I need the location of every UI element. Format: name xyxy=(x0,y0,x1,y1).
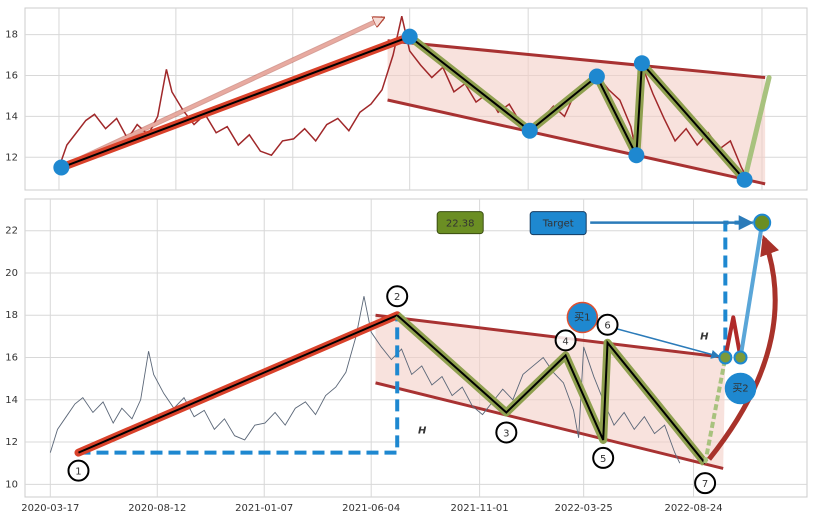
y-tick-label: 10 xyxy=(5,479,18,490)
pattern-label: 6 xyxy=(604,321,610,332)
pivot-dot xyxy=(628,147,645,164)
y-tick-label: 12 xyxy=(5,437,18,448)
pattern-label: 5 xyxy=(600,454,606,465)
buy-label: 买2 xyxy=(732,383,748,395)
channel-upper xyxy=(375,313,726,360)
target-value: 22.38 xyxy=(446,219,475,230)
pattern-label: 2 xyxy=(394,292,400,303)
pattern-marker xyxy=(694,472,717,495)
height-label: H xyxy=(418,426,427,437)
x-tick-label: 2021-01-07 xyxy=(235,503,293,514)
pattern-marker xyxy=(67,459,90,482)
y-tick-label: 20 xyxy=(5,268,18,279)
channel-upper xyxy=(387,39,766,80)
target-value-box xyxy=(436,211,484,235)
channel-lower xyxy=(375,381,724,470)
pattern-marker xyxy=(386,285,409,308)
pointer-arrow xyxy=(616,327,721,359)
price-line xyxy=(49,296,681,464)
pattern-label: 7 xyxy=(702,479,708,490)
y-tick-label: 16 xyxy=(5,353,18,364)
channel-fill xyxy=(375,315,726,469)
y-tick-label: 16 xyxy=(5,70,18,81)
zigzag-core xyxy=(396,314,706,464)
buy-label: 买1 xyxy=(574,312,590,324)
buy-point xyxy=(733,350,748,365)
pivot-dot xyxy=(401,28,418,45)
pattern-marker xyxy=(495,421,518,444)
pivot-dot xyxy=(736,171,753,188)
pivot-dot xyxy=(53,159,70,176)
y-tick-label: 12 xyxy=(5,152,18,163)
x-tick-label: 2022-08-24 xyxy=(664,503,722,514)
rise-core xyxy=(60,35,411,169)
x-tick-label: 2022-03-25 xyxy=(555,503,613,514)
target-point xyxy=(753,213,772,232)
pattern-label: 3 xyxy=(503,428,509,439)
zigzag-core xyxy=(409,35,746,181)
x-tick-label: 2020-08-12 xyxy=(128,503,186,514)
pattern-marker xyxy=(596,313,619,336)
height-label: H xyxy=(700,332,709,343)
breakout-line xyxy=(742,75,772,183)
channel-lower xyxy=(387,98,766,186)
trend-arrow-body xyxy=(60,18,382,169)
pivot-dot xyxy=(588,68,605,85)
pattern-marker xyxy=(592,446,615,469)
pattern-marker xyxy=(554,329,577,352)
projection-arrow xyxy=(707,234,780,461)
pattern-label: 1 xyxy=(75,467,81,478)
pullback-line xyxy=(723,315,743,358)
buy-badge xyxy=(566,301,599,334)
target-label: Target xyxy=(542,219,574,230)
pivot-dot xyxy=(521,122,538,139)
x-tick-label: 2021-06-04 xyxy=(342,503,400,514)
channel-fill xyxy=(387,40,766,184)
y-tick-label: 18 xyxy=(5,310,18,321)
y-tick-label: 18 xyxy=(5,30,18,41)
y-tick-label: 14 xyxy=(5,111,18,122)
x-tick-label: 2021-11-01 xyxy=(451,503,509,514)
y-tick-label: 14 xyxy=(5,395,18,406)
y-tick-label: 22 xyxy=(5,226,18,237)
buy-badge xyxy=(724,372,757,405)
target-box xyxy=(529,211,587,236)
target-line xyxy=(738,222,765,358)
x-tick-label: 2020-03-17 xyxy=(21,503,79,514)
rise-core xyxy=(78,314,398,454)
pivot-dot xyxy=(633,55,650,72)
pattern-label: 4 xyxy=(562,336,568,347)
buy-point xyxy=(718,350,733,365)
